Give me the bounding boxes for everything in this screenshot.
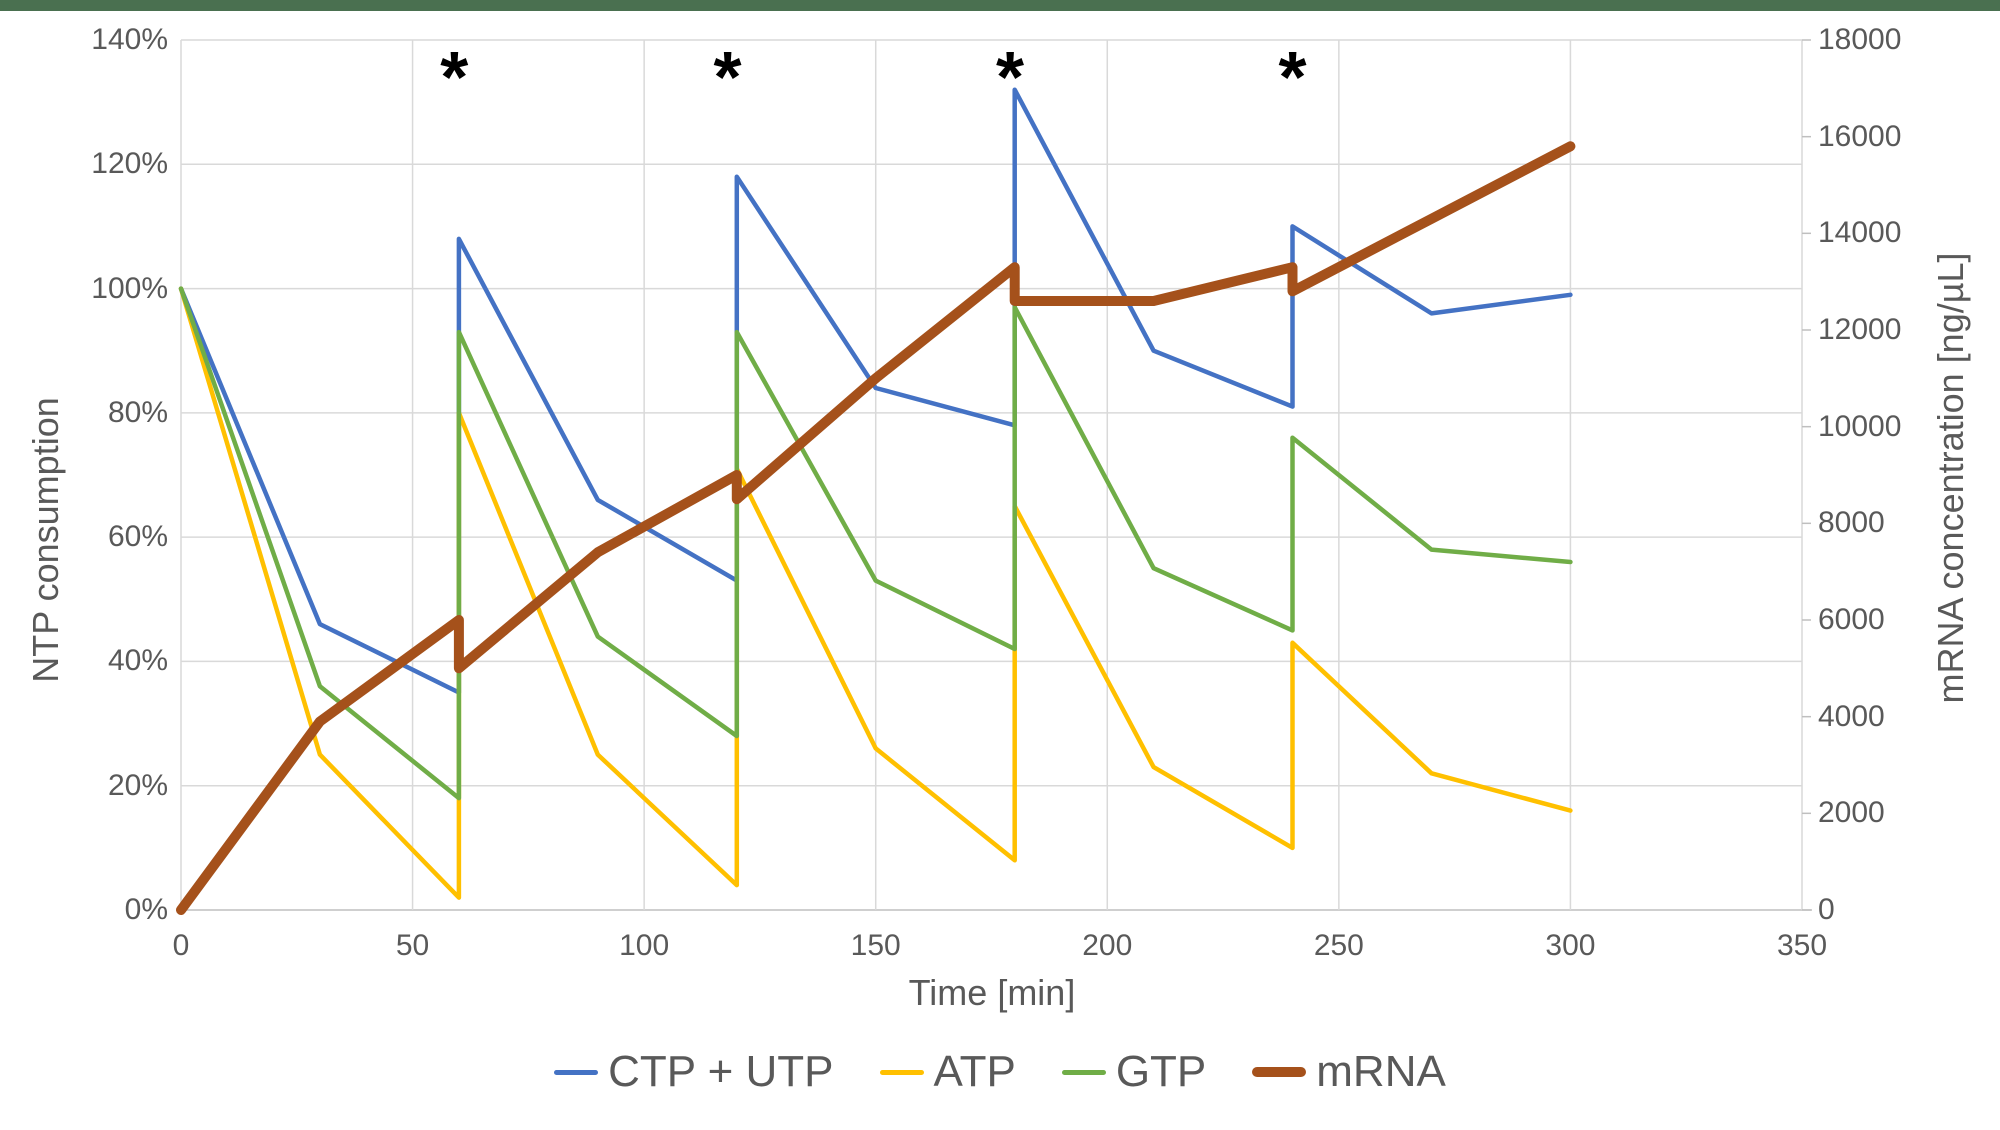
y-left-tick-label: 60%: [107, 520, 168, 554]
y-left-tick-label: 0%: [124, 893, 168, 926]
y-left-tick-label: 20%: [107, 768, 168, 802]
y-right-tick-label: 16000: [1818, 119, 1902, 153]
y-right-tick-label: 2000: [1818, 796, 1885, 830]
legend-swatch-mrna: [1252, 1067, 1307, 1077]
y-left-tick-label: 140%: [91, 23, 168, 56]
y-left-tick-label: 80%: [107, 395, 168, 429]
feed-asterisk-annotation: *: [713, 38, 742, 118]
legend-item-ctp-utp: CTP + UTP: [554, 1047, 834, 1097]
legend-label-atp: ATP: [933, 1047, 1016, 1096]
y-right-tick-label: 0: [1818, 893, 1835, 926]
y-right-tick-label: 18000: [1818, 23, 1902, 56]
y-left-tick-label: 120%: [91, 147, 168, 181]
feed-asterisk-annotation: *: [996, 38, 1025, 118]
legend-label-mrna: mRNA: [1316, 1047, 1446, 1096]
series-line-mrna: [176, 141, 1576, 915]
x-tick-label: 50: [395, 929, 430, 962]
y-right-tick-label: 4000: [1818, 699, 1885, 733]
legend-item-atp: ATP: [879, 1047, 1016, 1097]
x-tick-label: 300: [1545, 929, 1596, 962]
legend-item-gtp: GTP: [1061, 1047, 1207, 1097]
feed-asterisk-annotation: *: [440, 38, 469, 118]
y-right-tick-label: 10000: [1818, 409, 1902, 443]
y-left-tick-label: 40%: [107, 644, 168, 678]
x-tick-label: 250: [1313, 929, 1364, 962]
legend-label-ctp-utp: CTP + UTP: [608, 1047, 834, 1096]
y-right-axis-title: mRNA concentration [ng/µL]: [1930, 252, 1971, 704]
y-right-tick-label: 6000: [1818, 603, 1885, 636]
top-accent-bar: [0, 0, 2000, 11]
x-tick-label: 350: [1776, 929, 1828, 962]
legend-swatch-atp: [879, 1069, 924, 1075]
legend-swatch-ctp-utp: [554, 1069, 599, 1075]
feed-asterisk-annotation: *: [1278, 38, 1307, 118]
x-axis-title: Time [min]: [908, 972, 1076, 1013]
x-tick-label: 200: [1082, 929, 1133, 962]
chart-legend: CTP + UTP ATP GTP mRNA: [0, 1040, 2000, 1104]
y-right-tick-label: 14000: [1818, 216, 1902, 250]
legend-swatch-gtp: [1061, 1069, 1106, 1075]
legend-label-gtp: GTP: [1115, 1047, 1207, 1096]
y-left-axis-title: NTP consumption: [25, 397, 66, 683]
y-right-tick-label: 12000: [1818, 313, 1902, 346]
y-left-tick-label: 100%: [91, 271, 168, 305]
x-tick-label: 100: [619, 929, 670, 962]
x-tick-label: 0: [172, 929, 190, 962]
legend-item-mrna: mRNA: [1252, 1047, 1446, 1097]
x-tick-label: 150: [850, 929, 901, 962]
y-right-tick-label: 8000: [1818, 506, 1885, 540]
